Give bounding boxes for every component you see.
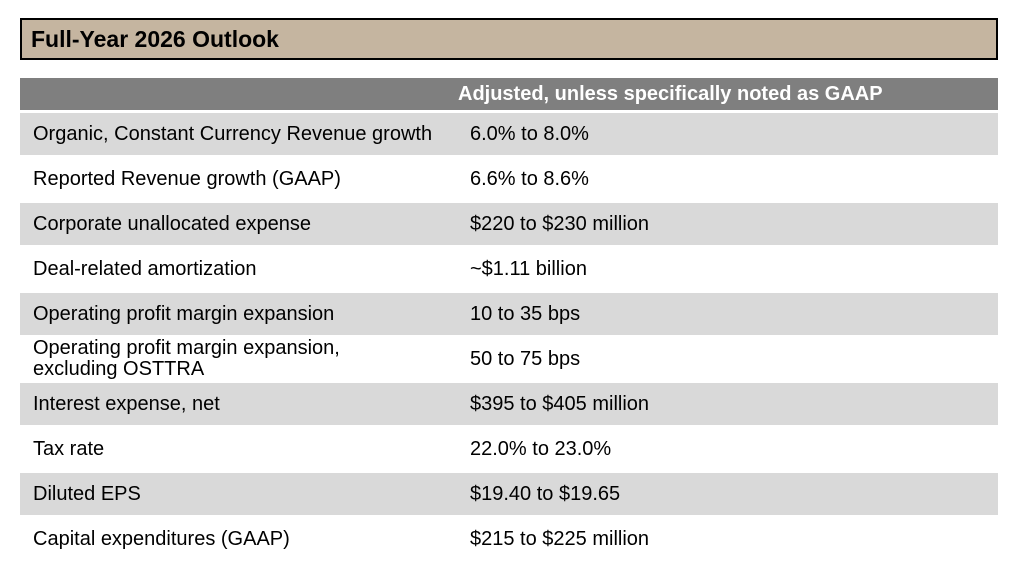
table-row: Diluted EPS $19.40 to $19.65 <box>20 473 998 515</box>
table-row: Reported Revenue growth (GAAP) 6.6% to 8… <box>20 158 998 200</box>
outlook-table: Adjusted, unless specifically noted as G… <box>20 78 998 563</box>
row-value: $395 to $405 million <box>470 392 650 415</box>
row-label: Diluted EPS <box>33 482 141 505</box>
table-row: Organic, Constant Currency Revenue growt… <box>20 113 998 155</box>
table-row: Capital expenditures (GAAP) $215 to $225… <box>20 518 998 560</box>
table-row: Interest expense, net $395 to $405 milli… <box>20 383 998 425</box>
table-row: Operating profit margin expansion, exclu… <box>20 338 998 380</box>
table-header-row: Adjusted, unless specifically noted as G… <box>20 78 998 110</box>
table-row: Tax rate 22.0% to 23.0% <box>20 428 998 470</box>
row-value: 22.0% to 23.0% <box>470 437 612 460</box>
row-label: Organic, Constant Currency Revenue growt… <box>33 122 433 145</box>
title-bar: Full-Year 2026 Outlook <box>20 18 998 60</box>
table-row: Corporate unallocated expense $220 to $2… <box>20 203 998 245</box>
page-title: Full-Year 2026 Outlook <box>31 25 279 52</box>
row-value: ~$1.11 billion <box>470 257 587 280</box>
row-label: Operating profit margin expansion, exclu… <box>33 337 340 380</box>
row-label: Capital expenditures (GAAP) <box>33 527 290 550</box>
header-cell-guidance: Adjusted, unless specifically noted as G… <box>458 82 883 105</box>
row-value: 10 to 35 bps <box>470 302 581 325</box>
table-row: Operating profit margin expansion 10 to … <box>20 293 998 335</box>
row-label: Interest expense, net <box>33 392 220 415</box>
row-label: Corporate unallocated expense <box>33 212 311 235</box>
row-value: 50 to 75 bps <box>470 347 581 370</box>
row-value: 6.0% to 8.0% <box>470 122 589 145</box>
row-value: $220 to $230 million <box>470 212 650 235</box>
row-label: Operating profit margin expansion <box>33 302 335 325</box>
row-label: Deal-related amortization <box>33 257 257 280</box>
table-row: Deal-related amortization ~$1.11 billion <box>20 248 998 290</box>
row-value: $215 to $225 million <box>470 527 650 550</box>
row-label: Reported Revenue growth (GAAP) <box>33 167 341 190</box>
row-label: Tax rate <box>33 437 105 460</box>
row-value: 6.6% to 8.6% <box>470 167 589 190</box>
row-value: $19.40 to $19.65 <box>470 482 621 505</box>
